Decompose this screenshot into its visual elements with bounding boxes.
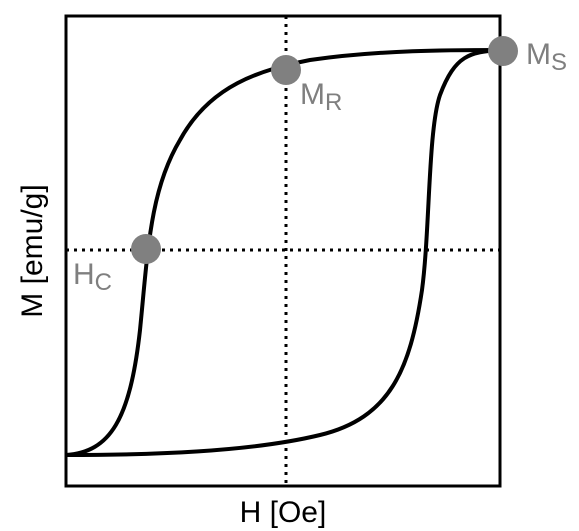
saturation-label-main: M: [526, 38, 551, 71]
remanence-marker: [271, 55, 301, 85]
remanence-label: MR: [300, 78, 342, 116]
y-axis-label: M [emu/g]: [16, 184, 49, 317]
coercivity-label-main: H: [73, 258, 95, 291]
coercivity-label: HC: [73, 258, 112, 296]
saturation-marker: [488, 36, 518, 66]
x-axis-label: H [Oe]: [240, 496, 327, 529]
remanence-label-main: M: [300, 78, 325, 111]
coercivity-label-sub: C: [95, 269, 112, 296]
saturation-label: MS: [526, 38, 567, 76]
coercivity-marker: [131, 234, 161, 264]
remanence-label-sub: R: [325, 89, 342, 116]
hysteresis-lower-branch: [65, 48, 501, 457]
hysteresis-upper-branch: [65, 48, 501, 457]
saturation-label-sub: S: [551, 49, 567, 76]
